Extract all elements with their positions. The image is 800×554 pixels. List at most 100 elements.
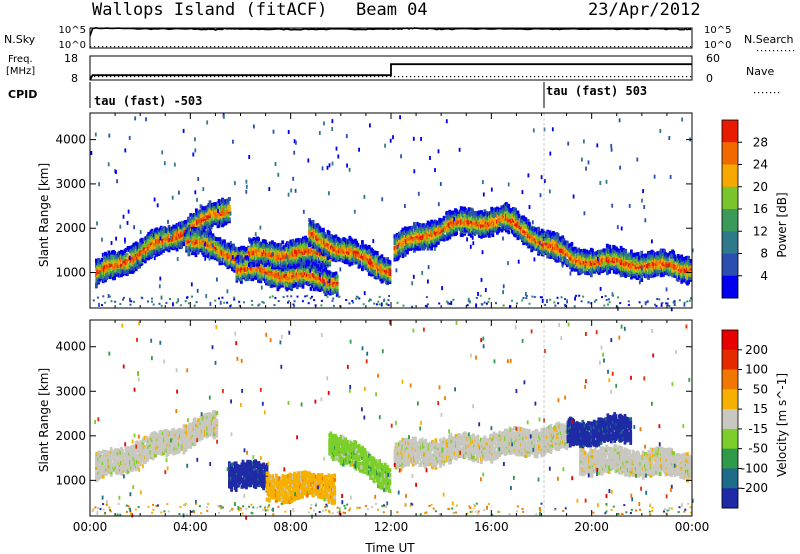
- echo-cell: [516, 210, 520, 215]
- echo-cell: [555, 249, 559, 254]
- echo-cell: [135, 264, 139, 269]
- dotted-mark: [414, 76, 416, 78]
- echo-cell: [361, 267, 364, 272]
- dotted-mark: [462, 46, 464, 48]
- echo-cell: [480, 218, 483, 223]
- dotted-mark: [402, 46, 404, 48]
- dotted-mark: [606, 46, 608, 48]
- echo-cell: [560, 248, 563, 253]
- echo-cell: [211, 255, 215, 260]
- echo-cell: [285, 266, 289, 271]
- dotted-mark: [522, 46, 524, 48]
- echo-cell: [514, 207, 517, 212]
- dotted-mark: [362, 46, 364, 48]
- dotted-mark: [554, 46, 556, 48]
- echo-cell: [332, 280, 336, 285]
- dotted-mark: [142, 46, 144, 48]
- dotted-mark: [614, 76, 616, 78]
- echo-cell: [327, 231, 331, 235]
- echo-cell: [134, 267, 138, 272]
- echo-cell: [162, 248, 165, 253]
- dotted-mark: [562, 46, 564, 48]
- echo-cell: [225, 259, 229, 264]
- dotted-mark: [478, 46, 480, 48]
- echo-cell: [262, 276, 266, 281]
- echo-cell: [408, 226, 412, 231]
- dotted-mark: [374, 76, 376, 78]
- echo-cell: [242, 270, 246, 274]
- dotted-mark: [781, 50, 783, 52]
- echo-cell: [407, 247, 410, 252]
- echo-cell: [388, 276, 392, 281]
- echo-cell: [488, 233, 491, 238]
- echo-cell: [491, 208, 495, 212]
- echo-cell: [352, 256, 356, 260]
- dotted-mark: [414, 46, 416, 48]
- echo-cell: [324, 253, 328, 258]
- nsky-series-line: [89, 26, 692, 37]
- echo-cell: [298, 255, 302, 260]
- echo-cell: [309, 262, 313, 267]
- dotted-mark: [122, 76, 124, 78]
- echo-cell: [373, 264, 377, 269]
- echo-cell: [231, 246, 234, 251]
- echo-cell: [300, 282, 304, 287]
- echo-cell: [438, 217, 441, 222]
- dotted-mark: [226, 76, 228, 78]
- echo-cell: [181, 239, 185, 244]
- echo-cell: [309, 220, 313, 225]
- dotted-mark: [218, 46, 220, 48]
- dotted-mark: [482, 76, 484, 78]
- dotted-mark: [386, 46, 388, 48]
- dotted-mark: [458, 46, 460, 48]
- echo-cell: [207, 229, 210, 234]
- dotted-mark: [430, 46, 432, 48]
- dotted-mark: [182, 76, 184, 78]
- dotted-mark: [162, 76, 164, 78]
- echo-cell: [294, 282, 298, 287]
- echo-cell: [326, 242, 330, 247]
- dotted-mark: [674, 76, 676, 78]
- echo-cell: [303, 247, 306, 252]
- echo-cell: [104, 255, 107, 260]
- echo-cell: [301, 244, 305, 249]
- echo-cell: [232, 243, 235, 248]
- echo-cell: [350, 261, 354, 266]
- echo-cell: [537, 251, 540, 256]
- echo-cell: [406, 250, 409, 255]
- dotted-mark: [626, 76, 628, 78]
- echo-cell: [501, 223, 505, 228]
- dotted-mark: [186, 46, 188, 48]
- echo-cell: [330, 234, 333, 239]
- echo-cell: [548, 230, 552, 235]
- dotted-mark: [282, 76, 284, 78]
- echo-cell: [309, 272, 313, 277]
- echo-cell: [525, 241, 529, 246]
- sky-tick-label: 10^0: [59, 40, 86, 51]
- echo-cell: [196, 233, 200, 238]
- echo-cell: [547, 233, 551, 238]
- echo-cell: [460, 206, 464, 211]
- echo-cell: [546, 236, 550, 241]
- echo-cell: [194, 253, 198, 258]
- echo-cell: [113, 250, 116, 255]
- dotted-mark: [418, 46, 420, 48]
- echo-cell: [193, 248, 197, 253]
- dotted-mark: [126, 76, 128, 78]
- dotted-mark: [785, 50, 787, 52]
- dotted-mark: [298, 76, 300, 78]
- echo-cell: [271, 257, 274, 262]
- echo-cell: [125, 272, 129, 277]
- echo-cell: [430, 219, 433, 224]
- echo-cell: [431, 236, 435, 241]
- echo-cell: [251, 258, 255, 263]
- echo-cell: [507, 203, 511, 208]
- echo-cell: [481, 231, 485, 235]
- dotted-mark: [94, 46, 96, 48]
- dotted-mark: [506, 46, 508, 48]
- dotted-mark: [162, 46, 164, 48]
- echo-cell: [489, 222, 492, 227]
- dotted-mark: [602, 76, 604, 78]
- dotted-mark: [582, 76, 584, 78]
- dotted-mark: [626, 46, 628, 48]
